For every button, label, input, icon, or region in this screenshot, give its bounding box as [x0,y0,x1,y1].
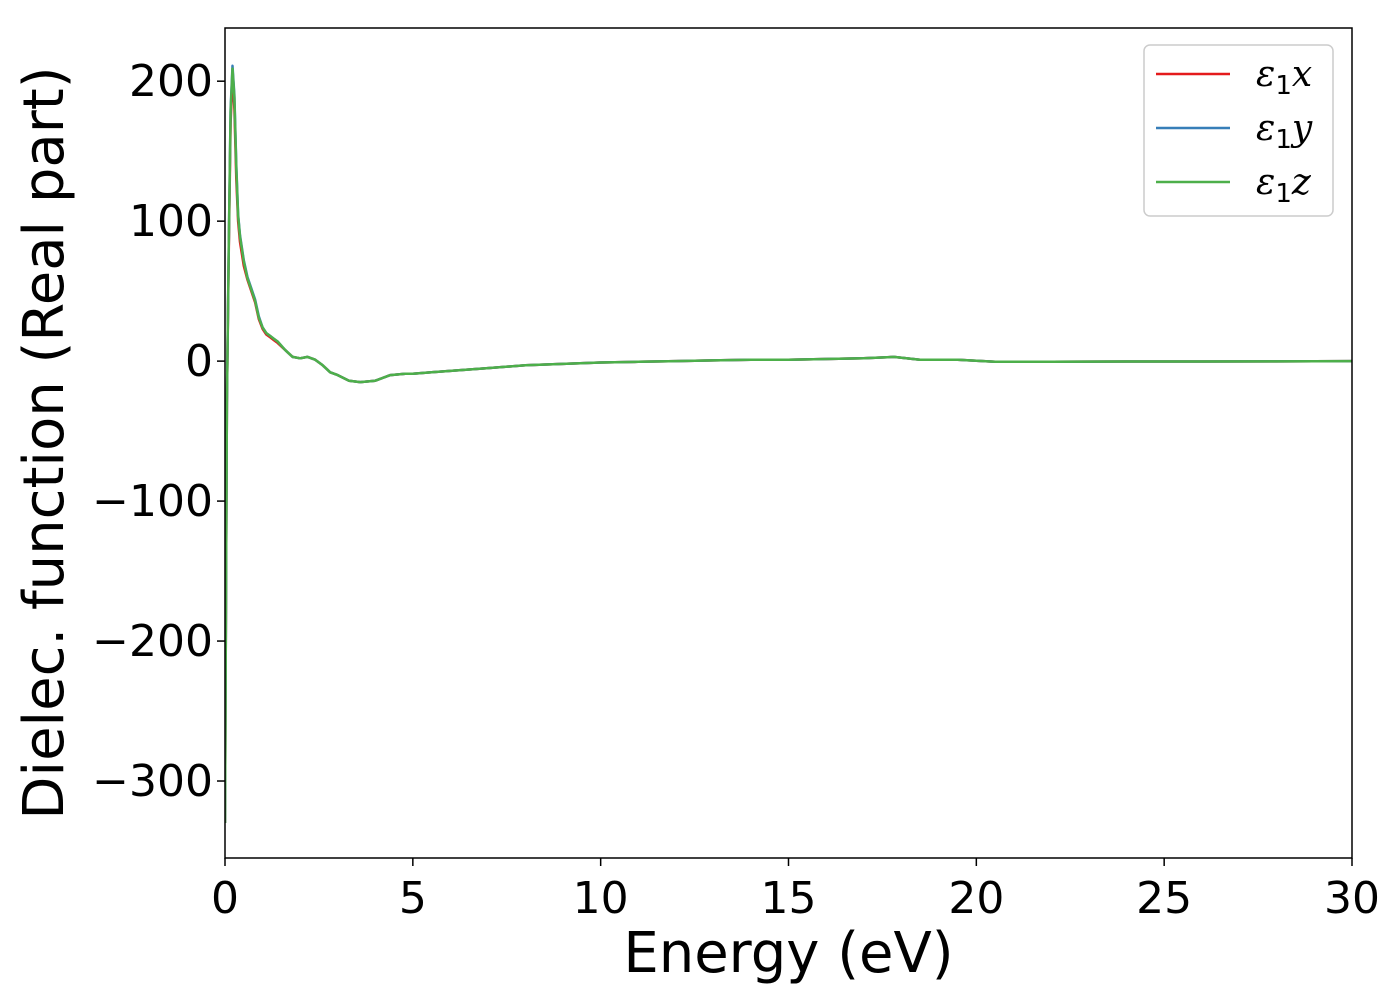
x-tick-label: 0 [211,873,239,924]
legend-label-base: ε [1256,162,1275,203]
x-tick-label: 30 [1324,873,1380,924]
x-axis-ticks: 0 5 10 15 20 25 30 [211,858,1380,924]
legend-label-var: x [1292,54,1312,95]
legend-label-y: ε1y [1256,108,1313,155]
x-tick-label: 20 [948,873,1004,924]
y-tick-label: 200 [129,56,213,107]
legend-label-x: ε1x [1256,54,1312,101]
y-tick-label: −300 [92,756,213,807]
x-axis-label: Energy (eV) [623,921,953,986]
legend-label-base: ε [1256,54,1275,95]
series-layer [225,64,1352,824]
legend-label-var: y [1290,108,1313,149]
y-tick-label: 100 [129,196,213,247]
series-line-z [225,67,1352,824]
legend-label-z: ε1z [1256,162,1312,209]
x-tick-label: 15 [761,873,817,924]
legend-label-sub: 1 [1275,179,1292,209]
legend-label-sub: 1 [1275,125,1292,155]
x-tick-label: 25 [1136,873,1192,924]
legend-label-var: z [1291,162,1312,203]
legend-box [1143,44,1334,217]
y-tick-label: −200 [92,616,213,667]
y-tick-label: −100 [92,476,213,527]
x-tick-label: 10 [573,873,629,924]
x-tick-label: 5 [399,873,427,924]
legend-label-sub: 1 [1275,71,1292,101]
y-axis-label: Dielec. function (Real part) [12,66,77,819]
legend-label-base: ε [1256,108,1275,149]
y-axis-ticks: −300 −200 −100 0 100 200 [92,56,225,807]
y-tick-label: 0 [185,336,213,387]
